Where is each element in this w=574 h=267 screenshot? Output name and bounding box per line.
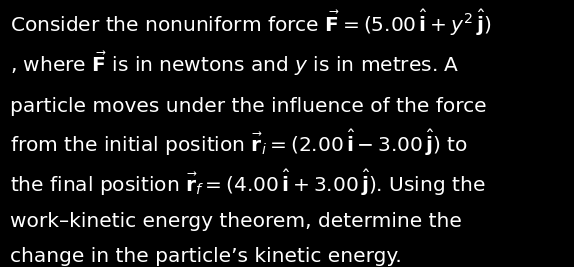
Text: from the initial position $\vec{\mathbf{r}}_i = (2.00\,\hat{\mathbf{i}} - 3.00\,: from the initial position $\vec{\mathbf{…	[10, 128, 468, 158]
Text: , where $\vec{\mathbf{F}}$ is in newtons and $y$ is in metres. A: , where $\vec{\mathbf{F}}$ is in newtons…	[10, 50, 460, 78]
Text: particle moves under the influence of the force: particle moves under the influence of th…	[10, 97, 487, 116]
Text: work–kinetic energy theorem, determine the: work–kinetic energy theorem, determine t…	[10, 212, 462, 231]
Text: change in the particle’s kinetic energy.: change in the particle’s kinetic energy.	[10, 247, 402, 266]
Text: the final position $\vec{\mathbf{r}}_f = (4.00\,\hat{\mathbf{i}} + 3.00\,\hat{\m: the final position $\vec{\mathbf{r}}_f =…	[10, 168, 486, 198]
Text: Consider the nonuniform force $\vec{\mathbf{F}} = (5.00\,\hat{\mathbf{i}} + y^2\: Consider the nonuniform force $\vec{\mat…	[10, 8, 491, 38]
